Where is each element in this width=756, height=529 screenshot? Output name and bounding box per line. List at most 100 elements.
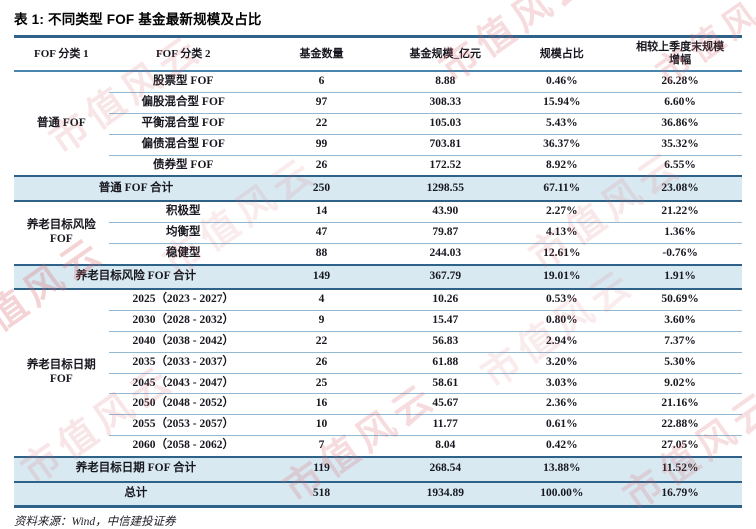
value-cell: 518 (257, 480, 386, 508)
value-cell: 16.79% (618, 480, 742, 508)
value-cell: 88 (257, 243, 386, 266)
fof-table: FOF 分类 1 FOF 分类 2 基金数量 基金规模_亿元 规模占比 相较上季… (14, 35, 742, 509)
value-cell: 21.22% (618, 201, 742, 223)
value-cell: 15.47 (385, 310, 506, 332)
value-cell: 58.61 (385, 373, 506, 395)
table-row: 偏债混合型 FOF 99 703.81 36.37% 35.32% (14, 134, 742, 156)
value-cell: 7.37% (618, 331, 742, 353)
value-cell: 2.36% (505, 393, 619, 416)
category-cell: 2050（2048 - 2052） (108, 393, 258, 416)
value-cell: 9 (257, 310, 386, 332)
table-body: 普通 FOF 股票型 FOF 6 8.88 0.46% 26.28% 偏股混合型 FOF 97… (14, 71, 742, 508)
col-fof-category-2: FOF 分类 2 (108, 36, 258, 73)
col-qoq-change: 相较上季度末规模增幅 (618, 36, 742, 73)
summary-row: 养老目标日期 FOF 合计 119 268.54 13.88% 11.52% (14, 455, 742, 483)
group-label-cell: 普通 FOF (36, 116, 86, 129)
header-label: 规模占比 (539, 47, 584, 60)
category-cell: 偏债混合型 FOF (108, 134, 258, 156)
summary-row: 总计 518 1934.89 100.00% 16.79% (14, 480, 742, 508)
category-cell: 2035（2033 - 2037） (108, 352, 258, 374)
value-cell: 6 (257, 71, 386, 94)
summary-label-cell: 普通 FOF 合计 (14, 175, 258, 203)
category-cell: 2045（2043 - 2047） (108, 373, 258, 395)
table-row: 偏股混合型 FOF 97 308.33 15.94% 6.60% (14, 92, 742, 114)
category-cell: 股票型 FOF (108, 71, 258, 94)
value-cell: 21.16% (618, 393, 742, 416)
category-cell: 稳健型 (108, 243, 258, 266)
value-cell: 2.27% (505, 201, 619, 223)
category-cell: 偏股混合型 FOF (108, 92, 258, 114)
value-cell: 0.80% (505, 310, 619, 332)
value-cell: 36.37% (505, 134, 619, 156)
value-cell: 47 (257, 222, 386, 244)
value-cell: 16 (257, 393, 386, 416)
table-row: 养老目标风险 FOF 积极型 14 43.90 2.27% 21.22% (14, 201, 742, 245)
header-row: FOF 分类 1 FOF 分类 2 基金数量 基金规模_亿元 规模占比 相较上季… (14, 36, 742, 73)
value-cell: 5.43% (505, 113, 619, 135)
table-row: 养老目标日期 FOF 2025（2023 - 2027） 4 10.26 0.53% 50… (14, 289, 742, 385)
category-cell: 2060（2058 - 2062） (108, 435, 258, 458)
value-cell: 45.67 (385, 393, 506, 416)
category-cell: 均衡型 (108, 222, 258, 244)
col-fund-scale: 基金规模_亿元 (385, 36, 506, 73)
value-cell: 119 (257, 455, 386, 483)
table-row: 普通 FOF 股票型 FOF 6 8.88 0.46% 26.28% (14, 71, 742, 129)
value-cell: 0.42% (505, 435, 619, 458)
value-cell: 1934.89 (385, 480, 506, 508)
value-cell: 14 (257, 201, 386, 223)
col-fof-category-1: FOF 分类 1 (14, 36, 109, 73)
header-label: 相较上季度末规模增幅 (636, 41, 725, 67)
value-cell: 22 (257, 113, 386, 135)
value-cell: 105.03 (385, 113, 506, 135)
table-title: 表 1: 不同类型 FOF 基金最新规模及占比 (14, 12, 262, 27)
value-cell: 3.20% (505, 352, 619, 374)
category-cell: 2040（2038 - 2042） (108, 331, 258, 353)
summary-row: 养老目标风险 FOF 合计 149 367.79 19.01% 1.91% (14, 263, 742, 291)
header-label: FOF 分类 1 (34, 47, 89, 60)
category-cell: 积极型 (108, 201, 258, 223)
table-row: 2055（2053 - 2057） 10 11.77 0.61% 22.88% (14, 414, 742, 436)
value-cell: 15.94% (505, 92, 619, 114)
category-cell: 2055（2053 - 2057） (108, 414, 258, 436)
value-cell: 1.91% (618, 263, 742, 291)
value-cell: 79.87 (385, 222, 506, 244)
value-cell: 9.02% (618, 373, 742, 395)
group-label-cell: 养老目标风险 FOF (26, 219, 96, 245)
table-row: 均衡型 47 79.87 4.13% 1.36% (14, 222, 742, 244)
value-cell: 268.54 (385, 455, 506, 483)
value-cell: 8.04 (385, 435, 506, 458)
value-cell: 3.60% (618, 310, 742, 332)
col-scale-share: 规模占比 (505, 36, 619, 73)
value-cell: 308.33 (385, 92, 506, 114)
value-cell: 6.55% (618, 155, 742, 177)
value-cell: 11.52% (618, 455, 742, 483)
category-cell: 债券型 FOF (108, 155, 258, 177)
value-cell: 97 (257, 92, 386, 114)
value-cell: 25 (257, 373, 386, 395)
value-cell: 4 (257, 289, 386, 312)
table-row: 2050（2048 - 2052） 16 45.67 2.36% 21.16% (14, 393, 742, 416)
value-cell: 8.92% (505, 155, 619, 177)
group-label-cell: 养老目标日期 FOF (26, 359, 96, 386)
value-cell: 6.60% (618, 92, 742, 114)
table-row: 2060（2058 - 2062） 7 8.04 0.42% 27.05% (14, 435, 742, 458)
table-row: 2040（2038 - 2042） 22 56.83 2.94% 7.37% (14, 331, 742, 353)
category-cell: 2030（2028 - 2032） (108, 310, 258, 332)
value-cell: -0.76% (618, 243, 742, 266)
value-cell: 10.26 (385, 289, 506, 312)
table-row: 稳健型 88 244.03 12.61% -0.76% (14, 243, 742, 266)
value-cell: 2.94% (505, 331, 619, 353)
value-cell: 36.86% (618, 113, 742, 135)
header-label: 基金规模_亿元 (409, 47, 482, 60)
value-cell: 3.03% (505, 373, 619, 395)
value-cell: 703.81 (385, 134, 506, 156)
value-cell: 149 (257, 263, 386, 291)
value-cell: 56.83 (385, 331, 506, 353)
summary-label-cell: 养老目标日期 FOF 合计 (14, 455, 258, 483)
value-cell: 172.52 (385, 155, 506, 177)
category-cell: 2025（2023 - 2027） (108, 289, 258, 312)
category-cell: 平衡混合型 FOF (108, 113, 258, 135)
value-cell: 0.53% (505, 289, 619, 312)
table-row: 2035（2033 - 2037） 26 61.88 3.20% 5.30% (14, 352, 742, 374)
value-cell: 11.77 (385, 414, 506, 436)
